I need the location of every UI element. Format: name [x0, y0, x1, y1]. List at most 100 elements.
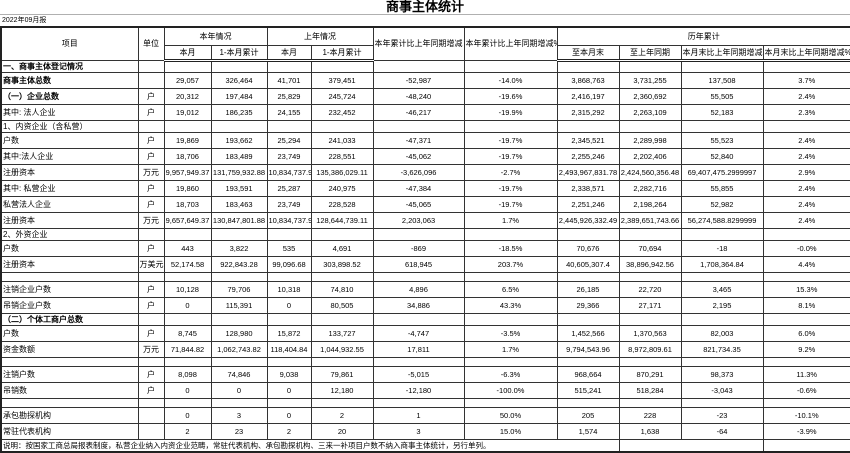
table-row: 注册资本 万美元 52,174.58 922,843.28 99,096.68 303,8… — [0, 255, 850, 273]
row-label: 户数 — [0, 324, 139, 342]
cell: 8,745 — [163, 324, 212, 342]
cell: 55,855 — [680, 179, 764, 197]
cell: 22,720 — [618, 280, 682, 298]
row-unit — [137, 271, 165, 282]
cell: 203.7% — [463, 255, 558, 273]
cell: 1 — [372, 406, 465, 424]
cell: 71,844.82 — [163, 340, 212, 358]
row-unit: 户 — [137, 324, 165, 342]
cell: 1,452,566 — [556, 324, 620, 342]
cell: 79,861 — [310, 365, 374, 383]
cell: 228,551 — [310, 147, 374, 165]
cell: 6.0% — [762, 324, 850, 342]
cell: 968,664 — [556, 365, 620, 383]
cell — [266, 119, 312, 133]
cell: 186,235 — [210, 103, 268, 121]
cell — [556, 312, 620, 326]
cell: -0.6% — [762, 381, 850, 399]
cell: 20,312 — [163, 87, 212, 105]
cell: 2.4% — [762, 87, 850, 105]
cell: 2.9% — [762, 163, 850, 181]
cell — [266, 312, 312, 326]
cell: 2.4% — [762, 211, 850, 229]
cell: 0 — [266, 296, 312, 314]
row-label: 吊销企业户数 — [0, 296, 139, 314]
cell — [762, 356, 850, 367]
cell — [680, 271, 764, 282]
row-label — [0, 271, 139, 282]
cell: 41,701 — [266, 71, 312, 89]
cell — [266, 227, 312, 241]
cell: 245,724 — [310, 87, 374, 105]
cell: 2,282,716 — [618, 179, 682, 197]
cell — [762, 271, 850, 282]
cell: -45,062 — [372, 147, 465, 165]
cell — [210, 227, 268, 241]
cell — [618, 397, 682, 408]
cell: 1,370,563 — [618, 324, 682, 342]
statistics-table: 项目 单位 本年情况 上年情况 本年累计比上年同期增减 本年累计比上年同期增减%… — [0, 26, 850, 453]
cell: -3,043 — [680, 381, 764, 399]
row-unit — [137, 227, 165, 241]
cell: 326,464 — [210, 71, 268, 89]
cell: 10,834,737.92 — [266, 211, 312, 229]
table-row: 一、商事主体登记情况 — [0, 59, 850, 73]
row-label: 注册资本 — [0, 211, 139, 229]
cell: 12,180 — [310, 381, 374, 399]
cell: 9,657,649.37 — [163, 211, 212, 229]
cell: 2,198,264 — [618, 195, 682, 213]
row-unit: 户 — [137, 239, 165, 257]
cell: 9,038 — [266, 365, 312, 383]
cell — [310, 271, 374, 282]
cell: 0 — [163, 296, 212, 314]
cell: 193,591 — [210, 179, 268, 197]
row-unit: 户 — [137, 147, 165, 165]
cell — [372, 59, 465, 73]
cell: 131,759,932.88 — [210, 163, 268, 181]
cell: 1.7% — [463, 340, 558, 358]
table-row: 1、内资企业（含私营） — [0, 119, 850, 133]
cell — [762, 119, 850, 133]
row-unit: 户 — [137, 365, 165, 383]
row-label: 户数 — [0, 239, 139, 257]
page-title: 商事主体统计 — [0, 0, 850, 15]
table-row — [0, 356, 850, 367]
cell: 10,318 — [266, 280, 312, 298]
cell: 515,241 — [556, 381, 620, 399]
cell: 618,945 — [372, 255, 465, 273]
cell: 15.0% — [463, 422, 558, 440]
cell — [463, 59, 558, 73]
cell: 241,033 — [310, 131, 374, 149]
row-label — [0, 356, 139, 367]
cell — [618, 119, 682, 133]
cell: -5,015 — [372, 365, 465, 383]
row-unit: 户 — [137, 179, 165, 197]
row-unit — [137, 312, 165, 326]
cell: 34,886 — [372, 296, 465, 314]
cell: 2.4% — [762, 195, 850, 213]
col-header-this-month: 本月 — [163, 44, 212, 62]
cell — [463, 356, 558, 367]
cell — [618, 59, 682, 73]
cell: 4,691 — [310, 239, 374, 257]
cell: -3,626,096 — [372, 163, 465, 181]
cell: 183,463 — [210, 195, 268, 213]
cell — [210, 356, 268, 367]
row-unit: 户 — [137, 381, 165, 399]
cell: 9.2% — [762, 340, 850, 358]
cell — [680, 312, 764, 326]
cell: 3,731,255 — [618, 71, 682, 89]
row-label: 其中:法人企业 — [0, 147, 139, 165]
cell: 3,822 — [210, 239, 268, 257]
cell: -18.5% — [463, 239, 558, 257]
cell: -52,987 — [372, 71, 465, 89]
cell: 50.0% — [463, 406, 558, 424]
cell: 8,098 — [163, 365, 212, 383]
col-header-to-month-end: 至本月末 — [556, 44, 620, 62]
cell: 18,706 — [163, 147, 212, 165]
cell: -19.7% — [463, 131, 558, 149]
cell: 4,896 — [372, 280, 465, 298]
cell: 0 — [266, 406, 312, 424]
cell: 10,834,737.92 — [266, 163, 312, 181]
cell: -19.7% — [463, 179, 558, 197]
